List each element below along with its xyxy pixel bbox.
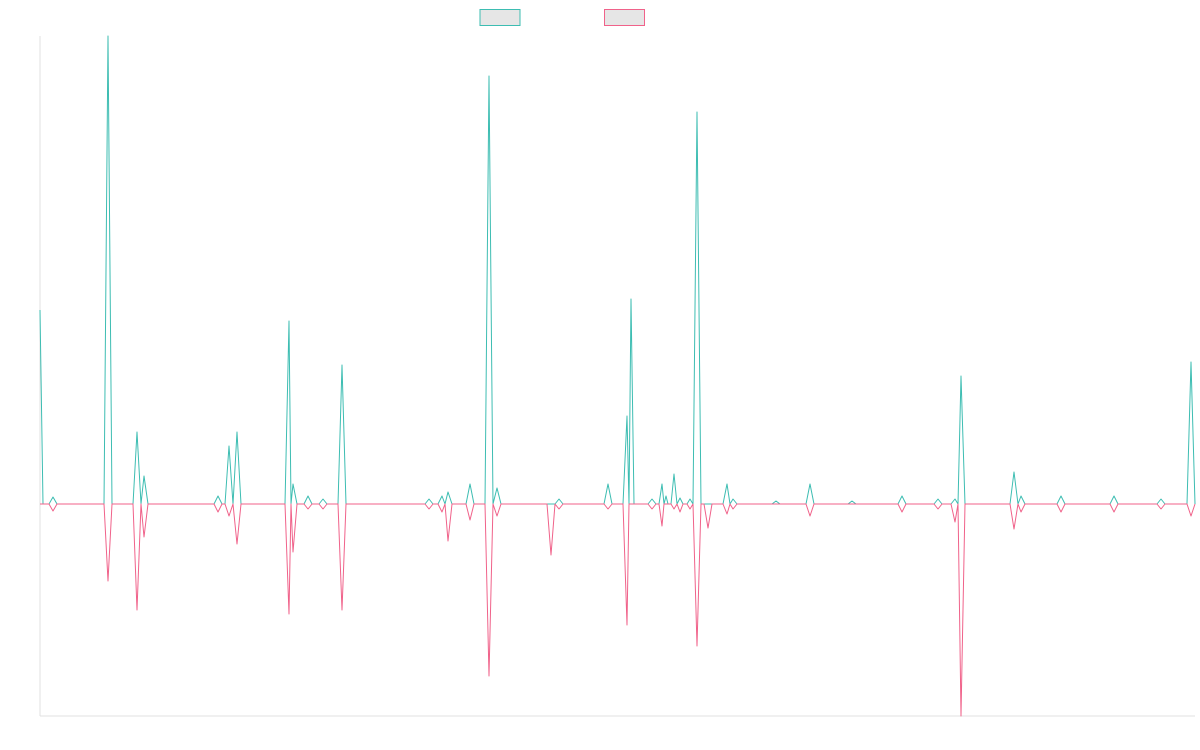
series-line [39,35,1196,505]
legend-swatch [479,9,521,26]
series-line [40,503,1196,717]
legend-swatch [604,9,645,26]
